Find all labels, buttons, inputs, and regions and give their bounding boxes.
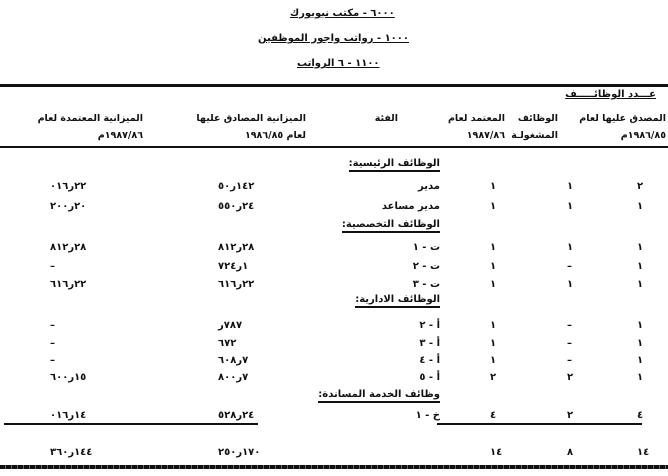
budget-8687-cell: ١٥ر٦٠٠ — [50, 372, 87, 383]
category-cell: ت - ٢ — [412, 261, 440, 272]
approved-8586-cell: ١ — [637, 242, 644, 253]
category-cell: أ - ٢ — [419, 320, 440, 331]
title-office: ٦٠٠٠ - مكتب نيويورك — [290, 8, 395, 19]
approved-8586-cell: ٤ — [637, 410, 644, 421]
col-budget-8687: الميزانية المعتمدة لعام ١٩٨٧/٨٦م — [37, 113, 143, 141]
budget-8586-cell: ٢٤ر٥٥٠ — [218, 201, 255, 212]
occupied-cell: – — [567, 355, 572, 366]
occupied-cell: ١ — [567, 201, 574, 212]
budget-8687-cell: ١٤ر٠١٦ — [50, 410, 87, 421]
budget-8687-cell: ٢٨ر٨١٢ — [50, 242, 87, 253]
section-heading: وظائف الخدمة المساندة: — [318, 389, 440, 403]
category-cell: خ - ١ — [415, 410, 440, 421]
section-heading: الوظائف التخصصية: — [341, 219, 440, 233]
approved-8687-cell: ١ — [490, 355, 497, 366]
category-cell: أ - ٤ — [419, 355, 440, 366]
approved-8586-cell: ١ — [637, 261, 644, 272]
budget-8586-cell: ٧ر٦٠٨ — [218, 355, 249, 366]
budget-8687-cell: – — [50, 355, 55, 366]
approved-8687-cell: ١ — [490, 201, 497, 212]
budget-8586-cell: ٦٧٢ — [218, 338, 237, 349]
col-approved-8586: المصدق عليها لعام ١٩٨٦/٨٥م — [579, 113, 666, 141]
approved-8687-cell: ١ — [490, 181, 497, 192]
category-cell: أ - ٣ — [419, 338, 440, 349]
occupied-cell: ١ — [567, 279, 574, 290]
occupied-cell: – — [567, 338, 572, 349]
approved-8586-cell: ١ — [637, 201, 644, 212]
budget-8586-cell: ٢٢ر٦١٦ — [218, 279, 255, 290]
approved-8586-cell: ١ — [637, 355, 644, 366]
budget-8687-cell: – — [50, 320, 55, 331]
section-heading: الوظائف الادارية: — [355, 294, 440, 308]
group-header: عـــدد الوظائـــــف — [565, 89, 656, 100]
approved-8687-cell: ١ — [490, 279, 497, 290]
approved-8687-cell: ٤ — [490, 410, 497, 421]
budget-8586-cell: ٧٨٧ر — [218, 320, 243, 331]
approved-8586-cell: ١ — [637, 372, 644, 383]
approved-8586-cell: ١ — [637, 338, 644, 349]
approved-8687-cell: ١ — [490, 320, 497, 331]
approved-8687-cell: ١ — [490, 242, 497, 253]
budget-8586-cell: ١ر٧٢٤ — [218, 261, 249, 272]
occupied-cell: ٢ — [567, 410, 574, 421]
category-cell: مدير مساعد — [381, 201, 440, 212]
budget-8687-cell: ٢٢ر٠١٦ — [50, 181, 87, 192]
total-occupied: ٨ — [567, 447, 574, 458]
total-budget-8687: ١٤٤ر٣٦٠ — [50, 447, 93, 458]
category-cell: ت - ٣ — [412, 279, 440, 290]
budget-8586-cell: ٧ر٨٠٠ — [218, 372, 249, 383]
subtotal-rule-right — [437, 423, 642, 425]
col-budget-8586: الميزانية المصادق عليها لعام ١٩٨٦/٨٥ — [196, 113, 306, 141]
subtotal-rule-left — [4, 423, 258, 425]
budget-8687-cell: ٢٢ر٦١٦ — [50, 279, 87, 290]
category-cell: مدير — [418, 181, 440, 192]
title-salaries: ١١٠٠ - ٦ الرواتب — [297, 58, 380, 69]
approved-8687-cell: ١ — [490, 338, 497, 349]
occupied-cell: ١ — [567, 181, 574, 192]
approved-8687-cell: ٢ — [490, 372, 497, 383]
title-salaries-wages: ١٠٠٠ - رواتب واجور الموظفين — [258, 33, 409, 44]
total-approved-8687: ١٤ — [490, 447, 503, 458]
approved-8586-cell: ١ — [637, 320, 644, 331]
occupied-cell: ٢ — [567, 372, 574, 383]
approved-8687-cell: ١ — [490, 261, 497, 272]
budget-8687-cell: ٢٠ر٢٠٠ — [50, 201, 87, 212]
col-occupied: الوظائف المشغولـة — [511, 113, 558, 141]
category-cell: أ - ٥ — [419, 372, 440, 383]
header-rule — [0, 146, 668, 148]
occupied-cell: – — [567, 320, 572, 331]
col-category: الفئة — [374, 113, 398, 124]
budget-8586-cell: ١٤٢ر٥٠ — [218, 181, 255, 192]
approved-8586-cell: ١ — [637, 279, 644, 290]
top-rule — [0, 84, 668, 87]
budget-8687-cell: – — [50, 338, 55, 349]
section-heading: الوظائف الرئيسية: — [348, 158, 440, 172]
budget-8687-cell: – — [50, 261, 55, 272]
occupied-cell: ١ — [567, 242, 574, 253]
bottom-double-rule — [0, 465, 668, 469]
approved-8586-cell: ٢ — [637, 181, 644, 192]
total-budget-8586: ١٧٠ر٢٥٠ — [218, 447, 261, 458]
budget-8586-cell: ٢٤ر٥٢٨ — [218, 410, 255, 421]
category-cell: ت - ١ — [412, 242, 440, 253]
total-approved-8586: ١٤ — [637, 447, 650, 458]
col-approved-8687: المعتمد لعام ١٩٨٧/٨٦ — [447, 113, 505, 141]
occupied-cell: – — [567, 261, 572, 272]
budget-8586-cell: ٢٨ر٨١٢ — [218, 242, 255, 253]
